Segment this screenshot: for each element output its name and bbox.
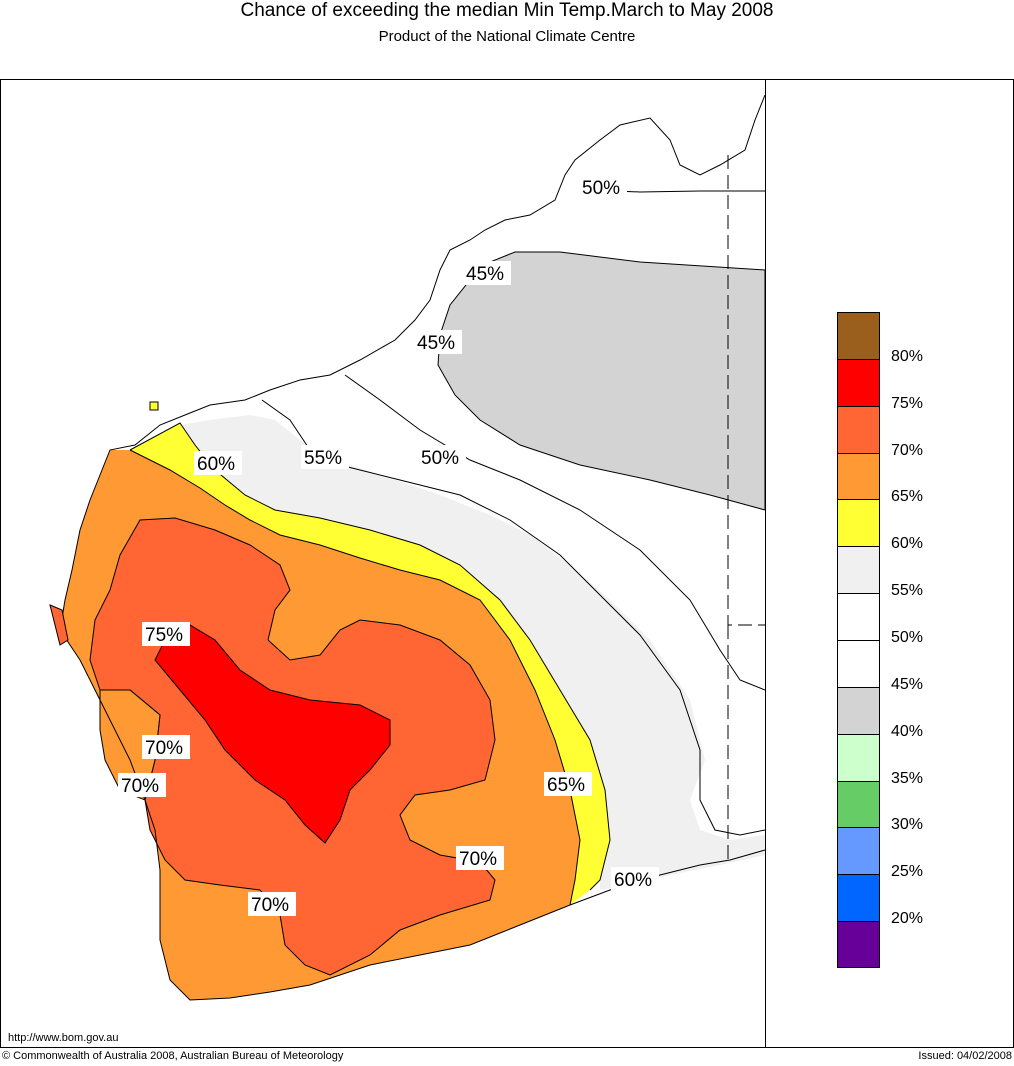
contour-label-75: 75%: [145, 625, 183, 646]
legend-label: 20%: [891, 910, 924, 928]
contour-label-70-b: 70%: [121, 776, 159, 797]
legend-label: 40%: [891, 722, 924, 740]
contour-label-50-mid: 50%: [421, 448, 459, 469]
contour-50-mid: [344, 374, 765, 691]
contour-label-60-west: 60%: [197, 454, 235, 475]
legend-label: 25%: [891, 863, 924, 881]
legend-label: 65%: [891, 488, 924, 506]
legend-divider: [765, 79, 766, 1048]
legend-swatch: [837, 827, 880, 875]
contour-label-55: 55%: [304, 448, 342, 469]
legend-label: 55%: [891, 582, 924, 600]
legend-swatch: [837, 874, 880, 922]
legend-swatch: [837, 686, 880, 734]
legend-swatch: [837, 405, 880, 453]
contour-label-70-d: 70%: [251, 895, 289, 916]
legend-label: 45%: [891, 675, 924, 693]
source-url: http://www.bom.gov.au: [8, 1032, 119, 1044]
legend-label: 80%: [891, 347, 924, 365]
legend-swatch: [837, 593, 880, 641]
legend-label: 35%: [891, 769, 924, 787]
region-40-45: [437, 251, 765, 511]
legend-label: 60%: [891, 535, 924, 553]
legend-swatch: [837, 733, 880, 781]
shark-bay-islands: [49, 604, 69, 646]
legend-swatch: [837, 921, 880, 969]
contour-label-70-c: 70%: [459, 849, 497, 870]
island-small: [149, 401, 159, 411]
legend-swatch: [837, 358, 880, 406]
region-75-80: [154, 624, 391, 844]
legend-label: 70%: [891, 441, 924, 459]
copyright-text: © Commonwealth of Australia 2008, Austra…: [2, 1050, 344, 1062]
map-title: Chance of exceeding the median Min Temp.…: [240, 0, 774, 21]
contour-label-65: 65%: [547, 775, 585, 796]
legend-swatch: [837, 780, 880, 828]
coastline: [59, 94, 765, 1001]
region-60-65: [130, 423, 610, 905]
contour-label-50-north: 50%: [582, 178, 620, 199]
map-subtitle: Product of the National Climate Centre: [378, 28, 636, 45]
legend-swatch: [837, 640, 880, 687]
legend-label: 50%: [891, 629, 924, 646]
legend-swatch: [837, 499, 880, 547]
legend-swatch: [837, 452, 880, 500]
legend-label: 75%: [891, 394, 924, 412]
legend-label: 30%: [891, 816, 924, 834]
contour-label-60-south: 60%: [614, 870, 652, 891]
contour-label-45-b: 45%: [417, 333, 455, 354]
state-border: [727, 155, 765, 860]
contour-label-70-a: 70%: [145, 738, 183, 759]
legend-swatch: [837, 546, 880, 594]
region-55-60: [180, 415, 765, 890]
issued-date: Issued: 04/02/2008: [918, 1050, 1012, 1062]
legend-swatch: [837, 312, 880, 359]
contour-label-45-a: 45%: [466, 264, 504, 285]
